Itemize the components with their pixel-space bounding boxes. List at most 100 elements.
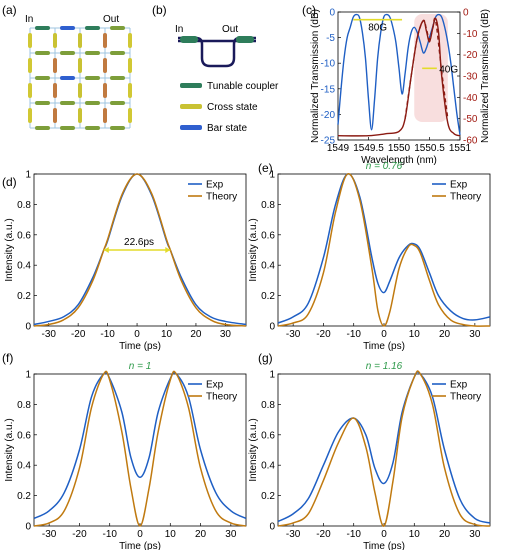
y-axis-label: Intensity (a.u.)	[4, 418, 15, 481]
y-tick-label: 0.8	[261, 400, 275, 411]
y-tick-label: 1	[25, 170, 31, 181]
x-axis-label: Time (ps)	[119, 541, 161, 550]
y-tick-label: 0	[269, 322, 275, 333]
panel-label-g: (g)	[258, 351, 273, 365]
legend-label: Exp	[206, 380, 224, 391]
series-line	[277, 370, 491, 527]
legend-label: Theory	[450, 192, 481, 203]
mesh-coupler-horizontal	[60, 126, 75, 130]
mesh-coupler-horizontal	[85, 126, 100, 130]
y-tick-label-left: 0	[329, 8, 335, 19]
y-tick-label: 0	[25, 322, 31, 333]
panel-label-c: (c)	[302, 3, 316, 17]
fsr-40g-label: 40G	[439, 64, 458, 75]
coupler-legend: In Out Tunable coupler Cross state Bar s…	[175, 24, 279, 134]
x-tick-label: 30	[220, 329, 232, 340]
mesh-coupler-horizontal	[35, 126, 50, 130]
x-tick-label: 0	[134, 329, 140, 340]
x-tick-label: 1550.5	[414, 143, 445, 154]
y-tick-label: 0	[25, 522, 31, 533]
y-tick-label: 0.6	[17, 430, 31, 441]
legend-label: Theory	[450, 392, 481, 403]
y-tick-label: 0.6	[261, 230, 275, 241]
mesh-coupler-vertical	[103, 58, 107, 73]
series-line	[277, 173, 491, 324]
series-line	[277, 371, 491, 524]
mesh-coupler-horizontal	[35, 51, 50, 55]
chart-title: n = 0.76	[366, 161, 403, 172]
chart-panel: -30 -20 -10 0 10 20 30 0 0.2 0.4 0.6 0.8 1 Time (ps) I…	[4, 170, 247, 352]
panel-label-d: (d)	[2, 175, 17, 189]
mesh-coupler-vertical	[53, 83, 57, 98]
series-line	[33, 173, 247, 327]
y-tick-label: 0.2	[261, 491, 275, 502]
mesh-out-label: Out	[103, 14, 119, 25]
mesh-coupler-horizontal	[60, 76, 75, 80]
coupler-out-label: Out	[222, 24, 238, 35]
mesh-coupler-horizontal	[60, 51, 75, 55]
y-tick-label: 0.4	[17, 461, 31, 472]
x-tick-label: 0	[381, 529, 387, 540]
x-tick-label: -20	[316, 529, 331, 540]
y-tick-label-right: -40	[463, 93, 478, 104]
fwhm-arrowhead-right	[165, 247, 171, 253]
fwhm-label: 22.6ps	[124, 237, 154, 248]
legend-swatch-tunable	[180, 83, 202, 88]
panel-label-f: (f)	[2, 351, 13, 365]
y-tick-label: 0	[269, 522, 275, 533]
mesh-coupler-vertical	[53, 33, 57, 48]
mesh-coupler-vertical	[103, 108, 107, 123]
mesh-coupler-vertical	[78, 83, 82, 98]
y-axis-label-left: Normalized Transmission (dB)	[310, 9, 321, 143]
legend-label: Theory	[206, 192, 237, 203]
y-tick-label: 0.4	[17, 261, 31, 272]
chart-title: n = 1.16	[366, 361, 403, 372]
x-axis-label: Time (ps)	[119, 341, 161, 352]
mesh-coupler-vertical	[78, 58, 82, 73]
mesh-coupler-vertical	[78, 108, 82, 123]
x-tick-label: 10	[161, 329, 173, 340]
mesh-coupler-horizontal	[85, 76, 100, 80]
x-tick-label: 20	[439, 529, 451, 540]
chart-panel: -30 -20 -10 0 10 20 30 0 0.2 0.4 0.6 0.8 1 Time (ps) I…	[4, 361, 247, 550]
y-tick-label: 0.2	[261, 291, 275, 302]
x-tick-label: -10	[102, 529, 117, 540]
mesh-coupler-vertical	[28, 33, 32, 48]
legend-label: Exp	[206, 180, 224, 191]
panel-label-e: (e)	[258, 161, 273, 175]
legend-swatch-cross	[180, 104, 202, 109]
mesh-coupler-horizontal	[60, 101, 75, 105]
x-tick-label: -30	[42, 529, 57, 540]
mesh-coupler-horizontal	[35, 101, 50, 105]
chart-panel: -30 -20 -10 0 10 20 30 0 0.2 0.4 0.6 0.8 1 Time (ps) I…	[248, 161, 491, 352]
mesh-coupler-horizontal	[85, 51, 100, 55]
y-tick-label: 0.6	[261, 430, 275, 441]
chart-panel: -30 -20 -10 0 10 20 30 0 0.2 0.4 0.6 0.8 1 Time (ps) I…	[248, 361, 491, 550]
y-tick-label: 0.8	[261, 200, 275, 211]
series-line	[337, 17, 461, 137]
legend-label-tunable: Tunable coupler	[207, 81, 279, 92]
coupler-in-label: In	[175, 24, 183, 35]
x-tick-label: 0	[381, 329, 387, 340]
x-tick-label: 10	[165, 529, 177, 540]
x-tick-label: -30	[286, 329, 301, 340]
mesh-coupler-vertical	[28, 58, 32, 73]
x-tick-label: -20	[316, 329, 331, 340]
y-tick-label: 0.6	[17, 230, 31, 241]
y-tick-label-right: -20	[463, 50, 478, 61]
mesh-coupler-vertical	[53, 108, 57, 123]
x-tick-label: -20	[72, 529, 87, 540]
x-tick-label: 1549	[327, 143, 350, 154]
y-tick-label-right: -30	[463, 72, 478, 83]
series-line	[33, 371, 247, 520]
x-tick-label: 1551	[449, 143, 472, 154]
y-tick-label: 0.8	[17, 200, 31, 211]
mesh-coupler-horizontal	[110, 26, 125, 30]
x-tick-label: 0	[137, 529, 143, 540]
panel-label-b: (b)	[152, 3, 167, 17]
y-tick-label: 0.2	[17, 491, 31, 502]
x-tick-label: 1550	[388, 143, 411, 154]
x-tick-label: -10	[346, 529, 361, 540]
mesh-coupler-horizontal	[110, 76, 125, 80]
x-tick-label: 30	[469, 329, 481, 340]
